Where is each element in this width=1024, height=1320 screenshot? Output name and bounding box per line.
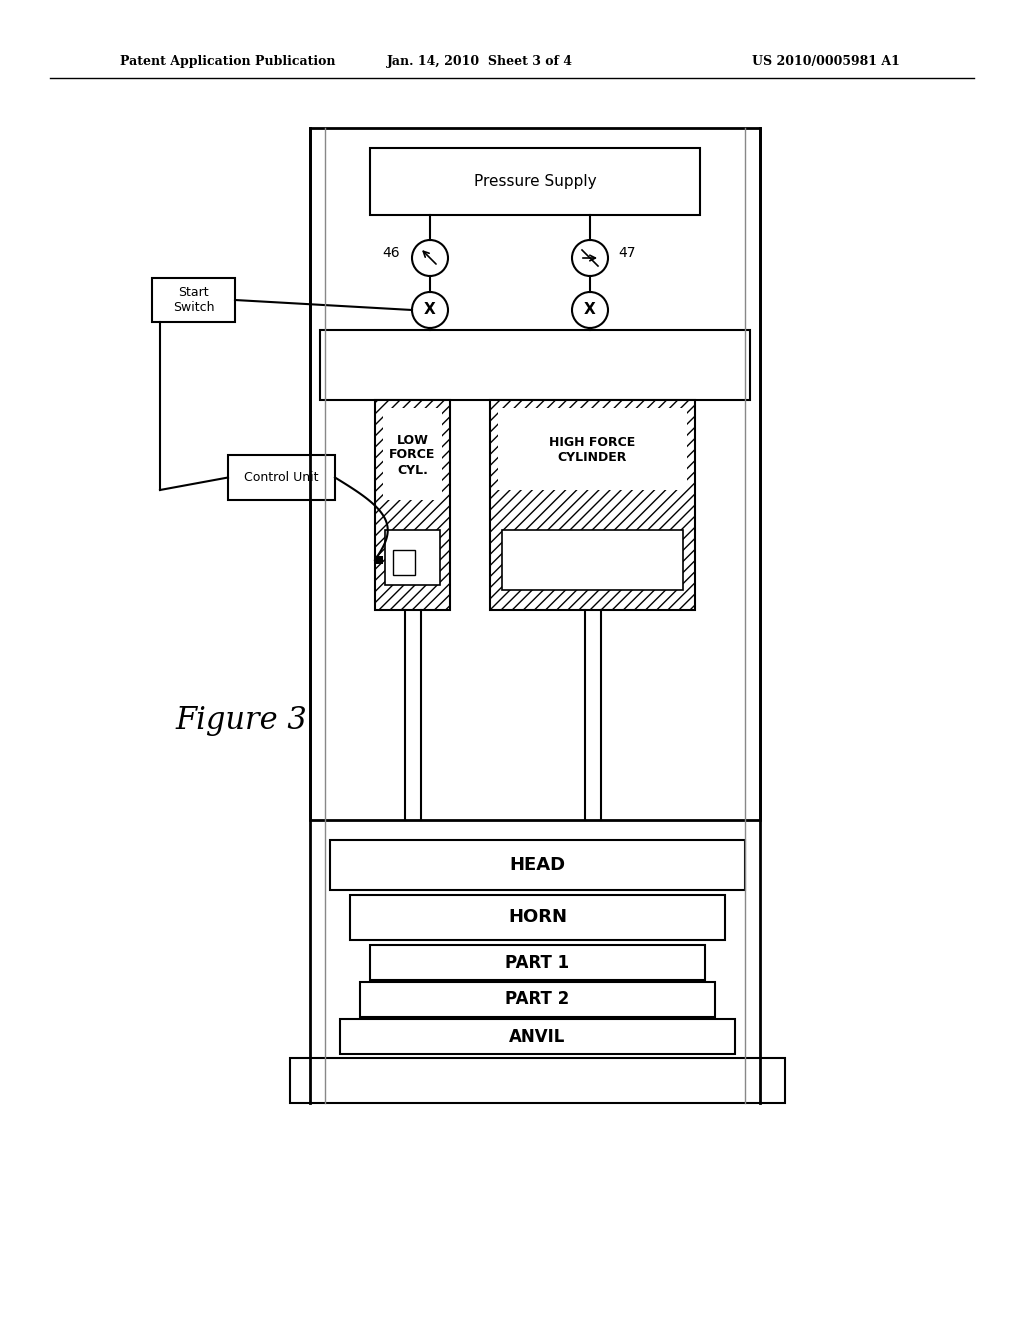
Text: X: X [424, 302, 436, 318]
Bar [340, 1019, 735, 1053]
Bar [370, 945, 705, 979]
Bar [375, 400, 450, 610]
Text: LOW
FORCE
CYL.: LOW FORCE CYL. [389, 433, 435, 477]
Text: PART 1: PART 1 [506, 953, 569, 972]
Bar [228, 455, 335, 500]
Bar [350, 895, 725, 940]
Text: PART 2: PART 2 [506, 990, 569, 1008]
Bar [383, 408, 442, 500]
Text: HORN: HORN [508, 908, 567, 927]
Bar [319, 330, 750, 400]
Bar [490, 400, 695, 610]
Text: Pressure Supply: Pressure Supply [474, 174, 596, 189]
Bar [152, 279, 234, 322]
Bar [360, 982, 715, 1016]
Text: X: X [584, 302, 596, 318]
Bar [370, 148, 700, 215]
Text: 46: 46 [382, 246, 400, 260]
Bar [393, 550, 415, 576]
Bar [330, 840, 745, 890]
Text: ANVIL: ANVIL [509, 1027, 565, 1045]
Bar [498, 408, 687, 490]
Text: Patent Application Publication: Patent Application Publication [120, 55, 336, 69]
Bar [310, 128, 760, 820]
Bar [502, 531, 683, 590]
Text: Figure 3: Figure 3 [175, 705, 307, 735]
Text: HIGH FORCE
CYLINDER: HIGH FORCE CYLINDER [549, 436, 636, 465]
Text: HEAD: HEAD [509, 855, 565, 874]
Text: Start
Switch: Start Switch [173, 286, 214, 314]
Bar [375, 556, 383, 564]
Text: Control Unit: Control Unit [245, 471, 318, 484]
Bar [385, 531, 440, 585]
Bar [290, 1059, 785, 1104]
Text: 47: 47 [618, 246, 636, 260]
Text: Jan. 14, 2010  Sheet 3 of 4: Jan. 14, 2010 Sheet 3 of 4 [387, 55, 573, 69]
Text: US 2010/0005981 A1: US 2010/0005981 A1 [752, 55, 900, 69]
